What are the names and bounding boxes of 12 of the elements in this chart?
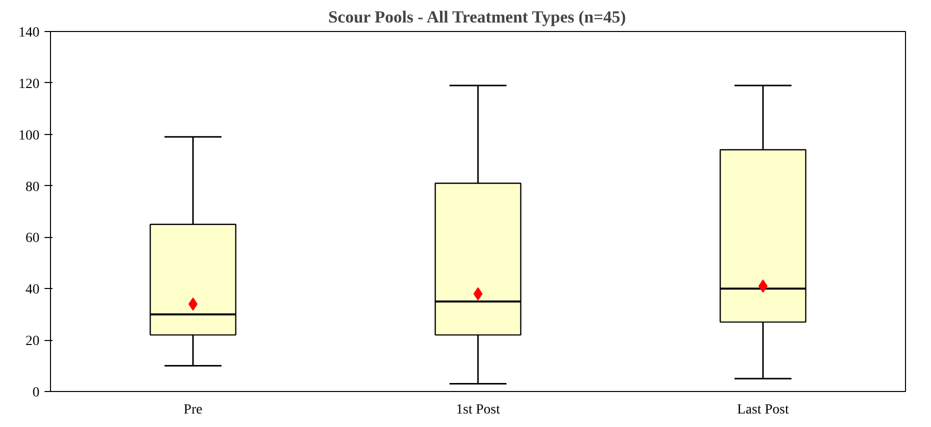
chart-title: Scour Pools - All Treatment Types (n=45) <box>328 8 626 26</box>
y-tick-label: 80 <box>26 180 40 195</box>
x-tick-label: 1st Post <box>456 402 500 418</box>
y-tick-label: 120 <box>18 76 40 92</box>
y-tick-label: 0 <box>32 386 40 400</box>
y-tick-label: 40 <box>26 282 40 298</box>
y-tick-label: 20 <box>26 334 40 350</box>
x-tick-label: Pre <box>184 402 202 418</box>
x-tick-label: Last Post <box>737 402 789 418</box>
y-tick-label: 140 <box>18 26 40 40</box>
y-tick-label: 60 <box>26 231 40 246</box>
y-tick-label: 100 <box>18 128 40 144</box>
